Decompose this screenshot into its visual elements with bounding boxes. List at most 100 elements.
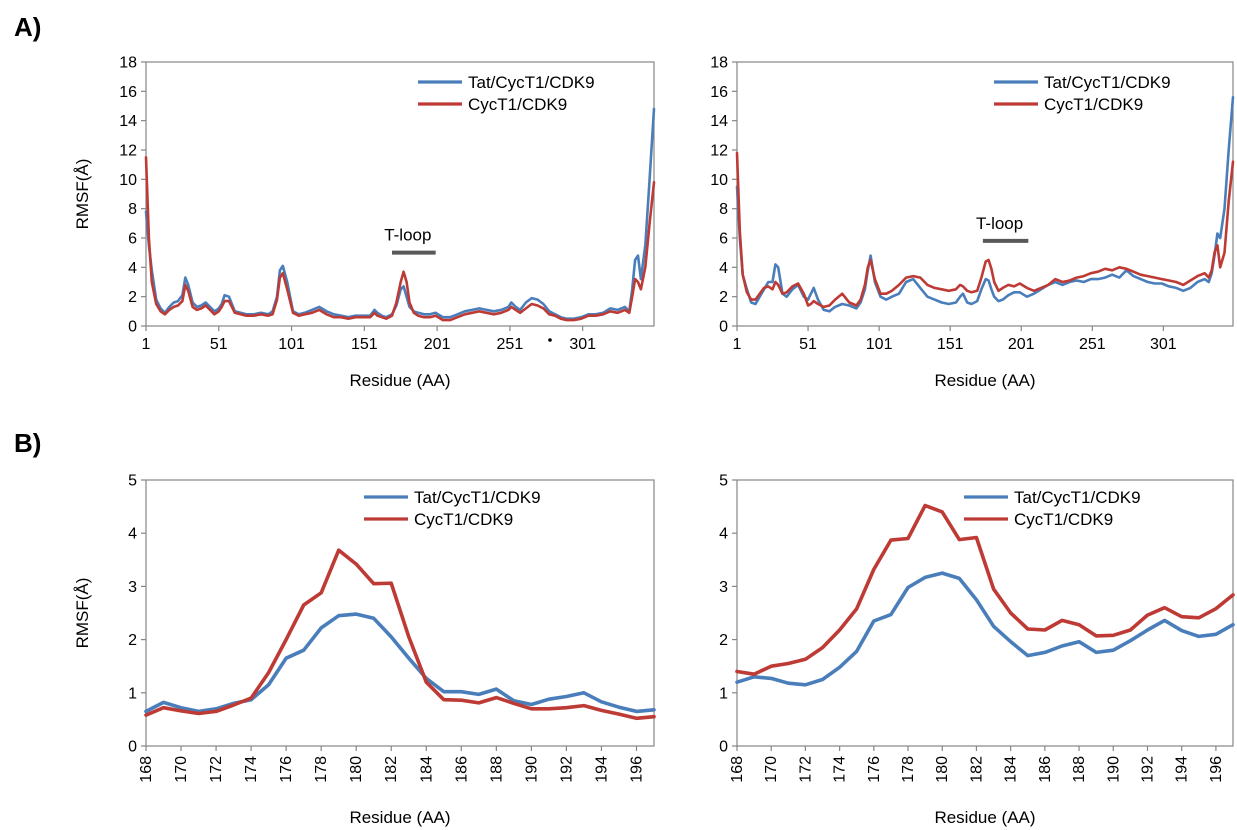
y-tick-label: 2 [719,289,728,306]
y-tick-label: 2 [719,632,728,649]
x-tick-label: 192 [1139,756,1156,783]
legend-label: Tat/CycT1/CDK9 [414,488,541,507]
chart-b-right: 0 1 2 3 4 5 168 170 172 174 176 178 180 182 184 186 188 1… [719,473,1235,827]
y-tick-label: 18 [710,55,728,72]
chart-b-left: 0 1 2 3 4 5 168 170 172 174 176 178 180 182 184 186 188 1… [73,473,656,827]
plot-frame [145,479,655,747]
y-tick-label: 3 [128,579,137,596]
legend-label: CycT1/CDK9 [1044,95,1143,114]
y-tick-label: 16 [710,84,728,101]
x-tick-label: 178 [900,756,917,783]
x-axis-title: Residue (AA) [934,808,1035,827]
y-tick-label: 12 [119,143,137,160]
series-line-cyct1-cdk9 [735,503,1235,677]
y-tick-label: 2 [128,632,137,649]
y-tick-label: 4 [128,526,137,543]
x-tick-label: 196 [628,756,645,783]
x-tick-label: 190 [1105,756,1122,783]
panel-label-a: A) [14,12,41,42]
series-line-cyct1-cdk9 [144,156,656,322]
x-tick-label: 190 [523,756,540,783]
y-tick-label: 1 [719,685,728,702]
legend-label: Tat/CycT1/CDK9 [468,73,595,92]
x-tick-label: 194 [1174,756,1191,783]
series-line-tat-cyct1-cdk9 [735,571,1235,687]
x-tick-label: 170 [173,756,190,783]
x-tick-label: 151 [937,336,964,353]
x-tick-label: 192 [558,756,575,783]
y-axis-title: RMSF(Å) [73,578,92,649]
x-tick-label: 176 [278,756,295,783]
y-tick-label: 6 [128,231,137,248]
series-line-cyct1-cdk9 [735,151,1235,309]
legend-label: CycT1/CDK9 [414,510,513,529]
plot-frame [736,479,1234,747]
x-tick-label: 178 [313,756,330,783]
t-loop-label: T-loop [384,226,431,245]
x-tick-label: 186 [453,756,470,783]
x-axis-title: Residue (AA) [349,371,450,390]
x-tick-label: 51 [210,336,228,353]
x-tick-label: 172 [208,756,225,783]
y-tick-label: 2 [128,289,137,306]
y-tick-label: 1 [128,685,137,702]
x-tick-label: 301 [1150,336,1177,353]
series-line-tat-cyct1-cdk9 [144,107,656,321]
x-tick-label: 301 [569,336,596,353]
y-tick-label: 8 [128,201,137,218]
x-tick-label: 186 [1037,756,1054,783]
x-tick-label: 168 [138,756,155,783]
y-tick-label: 3 [719,579,728,596]
x-tick-label: 251 [1079,336,1106,353]
y-tick-label: 16 [119,84,137,101]
panel-label-b: B) [14,428,41,458]
y-tick-label: 5 [719,473,728,490]
y-tick-label: 8 [719,201,728,218]
y-tick-label: 14 [119,113,137,130]
x-tick-label: 1 [733,336,742,353]
x-tick-label: 151 [351,336,378,353]
x-tick-label: 174 [243,756,260,783]
y-tick-label: 0 [128,739,137,756]
x-tick-label: 1 [142,336,151,353]
x-axis-title: Residue (AA) [349,808,450,827]
x-tick-label: 176 [866,756,883,783]
x-tick-label: 184 [418,756,435,783]
x-tick-label: 174 [832,756,849,783]
y-tick-label: 10 [119,172,137,189]
x-tick-label: 194 [593,756,610,783]
y-tick-label: 0 [719,319,728,336]
y-tick-label: 6 [719,231,728,248]
x-tick-label: 251 [497,336,524,353]
x-tick-label: 101 [866,336,893,353]
y-tick-label: 4 [719,260,728,277]
x-tick-label: 168 [729,756,746,783]
x-tick-label: 170 [763,756,780,783]
y-tick-label: 12 [710,143,728,160]
x-tick-label: 180 [348,756,365,783]
x-tick-label: 51 [799,336,817,353]
stray-dot [548,338,552,342]
series-line-tat-cyct1-cdk9 [144,612,656,714]
x-tick-label: 196 [1208,756,1225,783]
legend-label: Tat/CycT1/CDK9 [1014,488,1141,507]
x-tick-label: 172 [797,756,814,783]
x-tick-label: 180 [934,756,951,783]
x-tick-label: 201 [424,336,451,353]
x-tick-label: 188 [488,756,505,783]
y-tick-label: 5 [128,473,137,490]
y-tick-label: 14 [710,113,728,130]
y-tick-label: 0 [128,319,137,336]
legend-label: Tat/CycT1/CDK9 [1044,73,1171,92]
x-tick-label: 182 [383,756,400,783]
plot-frame [736,61,1234,327]
y-tick-label: 10 [710,172,728,189]
y-axis-title: RMSF(Å) [73,159,92,230]
x-tick-label: 184 [1003,756,1020,783]
y-tick-label: 18 [119,55,137,72]
legend-label: CycT1/CDK9 [1014,510,1113,529]
x-axis-title: Residue (AA) [934,371,1035,390]
